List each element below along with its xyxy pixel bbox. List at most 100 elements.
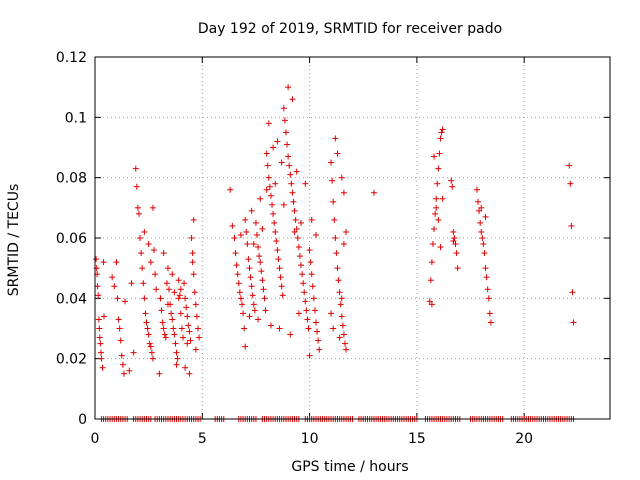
data-point (334, 265, 341, 272)
data-point (148, 349, 155, 356)
data-point (171, 331, 178, 338)
data-point (261, 295, 268, 302)
data-point (137, 235, 144, 241)
data-point (111, 283, 118, 290)
data-point (157, 295, 164, 302)
data-point (164, 265, 171, 272)
data-point (141, 295, 148, 302)
x-tick-label: 15 (408, 431, 426, 447)
data-point (332, 235, 339, 241)
data-point (301, 289, 308, 296)
data-point (146, 340, 153, 347)
data-point (183, 304, 190, 311)
data-point (266, 183, 273, 190)
data-point (280, 105, 287, 112)
data-point (116, 325, 123, 332)
data-point (435, 165, 442, 172)
data-point (98, 355, 105, 362)
data-point (274, 247, 281, 254)
data-point (450, 228, 457, 235)
data-point (330, 198, 337, 205)
data-point (240, 310, 247, 317)
data-point (93, 256, 100, 263)
data-point (434, 180, 441, 187)
data-point (113, 259, 120, 266)
data-point (247, 274, 254, 281)
data-point (282, 129, 289, 136)
data-point (159, 319, 166, 326)
data-point (437, 135, 444, 142)
data-point (567, 180, 574, 187)
data-point (118, 352, 125, 359)
data-point (162, 334, 169, 341)
data-point (169, 316, 176, 323)
data-point (100, 259, 107, 266)
y-tick-label: 0.12 (56, 50, 87, 66)
data-point (338, 313, 345, 320)
data-point (296, 253, 303, 260)
data-point (316, 346, 323, 353)
data-point (290, 198, 297, 205)
data-point (478, 204, 485, 211)
data-point (308, 271, 315, 278)
data-point (245, 256, 252, 263)
data-point (293, 225, 300, 232)
data-point (479, 235, 486, 241)
data-point (182, 295, 189, 302)
data-point (263, 150, 270, 157)
data-point (328, 310, 335, 317)
data-point (97, 340, 104, 347)
data-point (281, 117, 288, 124)
data-point (428, 301, 435, 308)
data-point (135, 210, 142, 217)
data-point (229, 222, 236, 229)
data-point (294, 235, 301, 241)
data-point (138, 250, 145, 257)
data-point (119, 361, 126, 368)
data-point (449, 183, 456, 190)
data-point (427, 277, 434, 284)
data-point (330, 325, 337, 332)
data-point (339, 322, 346, 329)
data-point (452, 241, 459, 248)
data-point (338, 295, 345, 302)
data-point (277, 274, 284, 281)
data-point (306, 352, 313, 359)
data-point (482, 265, 489, 272)
data-point (101, 313, 108, 320)
data-point (188, 235, 195, 241)
data-point (192, 346, 199, 353)
data-point (486, 310, 493, 317)
data-point (448, 177, 455, 184)
data-point (171, 289, 178, 296)
data-point (432, 210, 439, 217)
x-tick-label: 10 (301, 431, 319, 447)
data-point (437, 244, 444, 251)
data-point (289, 189, 296, 196)
data-point (255, 244, 262, 251)
data-point (190, 271, 197, 278)
data-point (252, 219, 259, 226)
data-point (173, 349, 180, 356)
data-point (114, 295, 121, 302)
data-point (250, 301, 257, 308)
data-point (276, 325, 283, 332)
data-point (431, 153, 438, 160)
data-point (569, 289, 576, 296)
data-point (272, 180, 279, 187)
data-point (307, 259, 314, 266)
data-point (196, 334, 203, 341)
data-point (287, 331, 294, 338)
data-point (149, 355, 156, 362)
data-point (141, 228, 148, 235)
data-point (187, 337, 194, 344)
y-tick-label: 0.02 (56, 352, 87, 368)
data-point (126, 367, 133, 374)
data-point (117, 337, 124, 344)
data-point (238, 301, 245, 308)
data-point (152, 271, 159, 278)
data-point (246, 313, 253, 320)
data-point (98, 349, 105, 356)
data-point (153, 286, 160, 293)
data-point (285, 84, 292, 91)
